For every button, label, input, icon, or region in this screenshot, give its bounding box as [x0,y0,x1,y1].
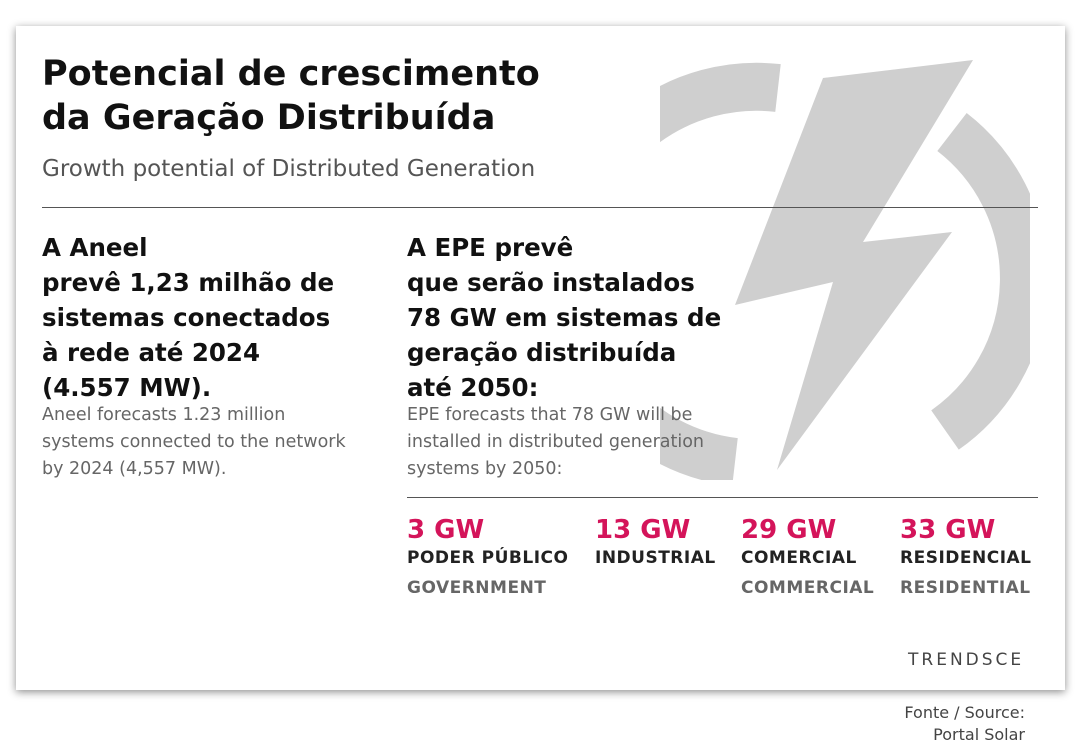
epe-english: EPE forecasts that 78 GW will be install… [407,402,704,483]
source-credit: Fonte / Source: Portal Solar [904,702,1025,746]
brand-logo: TRENDSCE [908,650,1025,670]
stat-value: 3 GW [407,515,485,545]
stat-label-pt: PODER PÚBLICO [407,548,569,568]
aneel-english: Aneel forecasts 1.23 million systems con… [42,402,346,483]
stat-residential: 33 GW RESIDENCIAL RESIDENTIAL [900,514,1032,598]
epe-heading-line: que serão instalados [407,268,695,297]
aneel-heading: A Aneel prevê 1,23 milhão de sistemas co… [42,230,334,405]
source-label: Fonte / Source: [904,703,1025,722]
stat-commercial: 29 GW COMERCIAL COMMERCIAL [741,514,874,598]
title-divider [42,207,1038,208]
stat-label-pt: RESIDENCIAL [900,548,1032,568]
stats-divider [407,497,1038,498]
aneel-heading-line: sistemas conectados [42,303,331,332]
aneel-heading-line: à rede até 2024 [42,338,261,367]
epe-heading-line: geração distribuída [407,338,677,367]
stat-label-en: COMMERCIAL [741,578,875,598]
stat-label-en: RESIDENTIAL [900,578,1031,598]
epe-heading-line: A EPE prevê [407,233,574,262]
aneel-heading-line: A Aneel [42,233,148,262]
stat-label-pt: INDUSTRIAL [595,548,716,568]
stat-value: 29 GW [741,515,837,545]
aneel-english-line: systems connected to the network [42,432,346,452]
stat-industrial: 13 GW INDUSTRIAL [595,514,716,568]
stat-value: 13 GW [595,515,691,545]
epe-english-line: systems by 2050: [407,459,563,479]
epe-heading-line: 78 GW em sistemas de [407,303,722,332]
stat-value: 33 GW [900,515,996,545]
epe-english-line: installed in distributed generation [407,432,705,452]
stat-label-en: GOVERNMENT [407,578,547,598]
aneel-heading-line: prevê 1,23 milhão de [42,268,335,297]
lightning-power-icon [660,60,1030,480]
epe-heading-line: até 2050: [407,373,539,402]
aneel-english-line: by 2024 (4,557 MW). [42,459,227,479]
aneel-english-line: Aneel forecasts 1.23 million [42,405,286,425]
epe-english-line: EPE forecasts that 78 GW will be [407,405,693,425]
page-subtitle: Growth potential of Distributed Generati… [42,156,536,182]
stat-label-pt: COMERCIAL [741,548,857,568]
title-line-2: da Geração Distribuída [42,98,496,138]
page-title: Potencial de crescimento da Geração Dist… [42,52,642,140]
title-line-1: Potencial de crescimento [42,54,540,94]
source-name: Portal Solar [933,725,1025,744]
stat-government: 3 GW PODER PÚBLICO GOVERNMENT [407,514,568,598]
epe-heading: A EPE prevê que serão instalados 78 GW e… [407,230,721,405]
aneel-heading-line: (4.557 MW). [42,373,212,402]
